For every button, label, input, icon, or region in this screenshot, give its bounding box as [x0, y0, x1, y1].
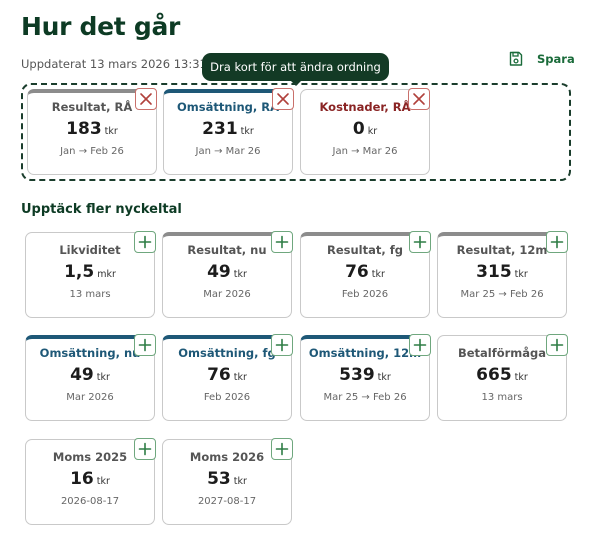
- card-period: 13 mars: [481, 392, 523, 403]
- plus-icon: [275, 235, 289, 249]
- close-icon: [412, 92, 426, 106]
- add-card-button[interactable]: [271, 334, 293, 356]
- plus-icon: [138, 442, 152, 456]
- card-title: Omsättning, RÅ: [176, 100, 280, 114]
- add-card-button[interactable]: [134, 438, 156, 460]
- discover-card-moms-2026[interactable]: Moms 2026 53 tkr 2027-08-17: [162, 439, 292, 525]
- discover-card-omsattning-nu[interactable]: Omsättning, nu 49 tkr Mar 2026: [25, 335, 155, 421]
- remove-card-button[interactable]: [135, 88, 157, 110]
- discover-card-resultat-fg[interactable]: Resultat, fg 76 tkr Feb 2026: [300, 232, 430, 318]
- card-period: Mar 25 → Feb 26: [460, 289, 544, 300]
- card-value: 1,5 mkr: [64, 262, 116, 282]
- card-value: 49 tkr: [207, 262, 247, 282]
- add-card-button[interactable]: [409, 231, 431, 253]
- add-card-button[interactable]: [134, 231, 156, 253]
- card-period: Feb 2026: [341, 289, 389, 300]
- card-title: Likviditet: [59, 243, 121, 257]
- plus-icon: [138, 338, 152, 352]
- floppy-disk-icon: [508, 51, 524, 67]
- card-value: 49 tkr: [70, 365, 110, 385]
- close-icon: [139, 92, 153, 106]
- card-title: Resultat, 12m: [456, 243, 548, 257]
- card-value: 0 kr: [352, 119, 378, 139]
- add-card-button[interactable]: [134, 334, 156, 356]
- card-title: Omsättning, fg: [178, 346, 276, 360]
- plus-icon: [275, 338, 289, 352]
- save-button[interactable]: Spara: [508, 51, 575, 67]
- plus-icon: [138, 235, 152, 249]
- card-period: Mar 2026: [203, 289, 251, 300]
- selected-card-omsattning-ra[interactable]: Omsättning, RÅ 231 tkr Jan → Mar 26: [163, 89, 293, 175]
- card-value: 665 tkr: [476, 365, 528, 385]
- discover-section-title: Upptäck fler nyckeltal: [21, 202, 182, 217]
- card-period: Mar 25 → Feb 26: [323, 392, 407, 403]
- add-card-button[interactable]: [409, 334, 431, 356]
- card-value: 16 tkr: [70, 469, 110, 489]
- discover-card-betalformaga[interactable]: Betalförmåga 665 tkr 13 mars: [437, 335, 567, 421]
- card-title: Resultat, nu: [187, 243, 267, 257]
- reorder-tooltip: Dra kort för att ändra ordning: [202, 53, 389, 86]
- plus-icon: [550, 338, 564, 352]
- page-title: Hur det går: [21, 12, 181, 41]
- plus-icon: [413, 235, 427, 249]
- card-value: 231 tkr: [202, 119, 254, 139]
- card-value: 539 tkr: [339, 365, 391, 385]
- card-title: Moms 2025: [52, 450, 128, 464]
- discover-card-moms-2025[interactable]: Moms 2025 16 tkr 2026-08-17: [25, 439, 155, 525]
- card-title: Resultat, RÅ: [51, 100, 133, 114]
- card-title: Omsättning, nu: [39, 346, 141, 360]
- add-card-button[interactable]: [546, 231, 568, 253]
- card-value: 183 tkr: [66, 119, 118, 139]
- card-period: 13 mars: [69, 289, 111, 300]
- card-title: Moms 2026: [189, 450, 265, 464]
- add-card-button[interactable]: [546, 334, 568, 356]
- discover-card-likviditet[interactable]: Likviditet 1,5 mkr 13 mars: [25, 232, 155, 318]
- card-period: Jan → Feb 26: [60, 146, 124, 157]
- remove-card-button[interactable]: [408, 88, 430, 110]
- card-title: Kostnader, RÅ: [319, 100, 411, 114]
- card-value: 76 tkr: [345, 262, 385, 282]
- discover-card-resultat-12m[interactable]: Resultat, 12m 315 tkr Mar 25 → Feb 26: [437, 232, 567, 318]
- close-icon: [276, 92, 290, 106]
- discover-card-resultat-nu[interactable]: Resultat, nu 49 tkr Mar 2026: [162, 232, 292, 318]
- save-label: Spara: [537, 52, 575, 66]
- add-card-button[interactable]: [271, 438, 293, 460]
- card-period: Feb 2026: [203, 392, 251, 403]
- plus-icon: [275, 442, 289, 456]
- card-value: 76 tkr: [207, 365, 247, 385]
- plus-icon: [550, 235, 564, 249]
- plus-icon: [413, 338, 427, 352]
- add-card-button[interactable]: [271, 231, 293, 253]
- remove-card-button[interactable]: [272, 88, 294, 110]
- card-title: Resultat, fg: [327, 243, 403, 257]
- card-period: Mar 2026: [66, 392, 114, 403]
- card-title: Omsättning, 12m: [308, 346, 422, 360]
- updated-timestamp: Uppdaterat 13 mars 2026 13:31: [21, 57, 207, 71]
- discover-card-omsattning-fg[interactable]: Omsättning, fg 76 tkr Feb 2026: [162, 335, 292, 421]
- selected-cards-dropzone[interactable]: [21, 83, 571, 181]
- card-value: 53 tkr: [207, 469, 247, 489]
- card-period: Jan → Mar 26: [332, 146, 398, 157]
- card-period: 2026-08-17: [60, 496, 120, 507]
- card-period: Jan → Mar 26: [195, 146, 261, 157]
- card-period: 2027-08-17: [197, 496, 257, 507]
- card-value: 315 tkr: [476, 262, 528, 282]
- card-title: Betalförmåga: [457, 346, 547, 360]
- discover-card-omsattning-12m[interactable]: Omsättning, 12m 539 tkr Mar 25 → Feb 26: [300, 335, 430, 421]
